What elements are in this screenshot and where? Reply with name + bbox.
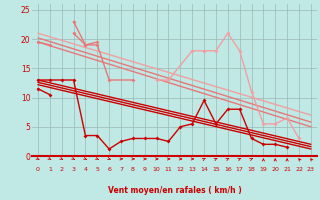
X-axis label: Vent moyen/en rafales ( km/h ): Vent moyen/en rafales ( km/h ) bbox=[108, 186, 241, 195]
